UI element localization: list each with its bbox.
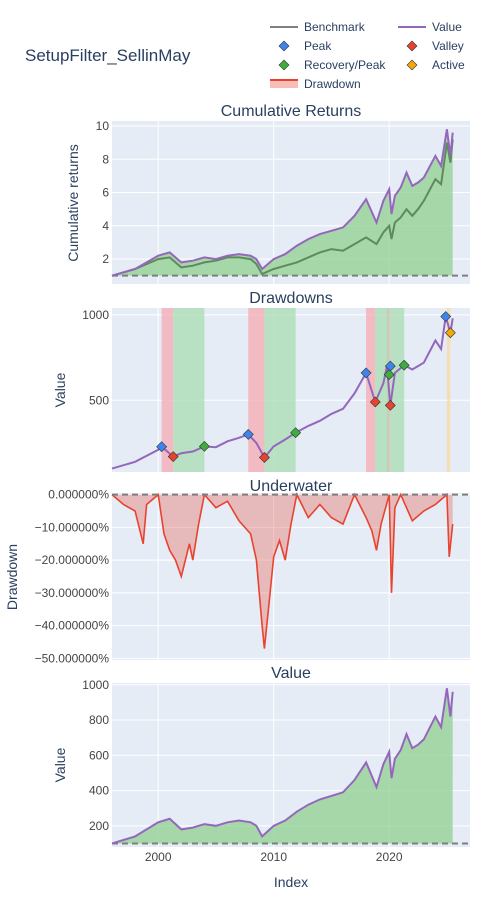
y-tick-label: 8 xyxy=(102,152,109,166)
legend-swatch-diamond xyxy=(278,59,290,71)
legend-swatch-diamond xyxy=(278,40,290,52)
chart-panels: 2 4 6 8 10 Cumulative Returns Cumulative retur… xyxy=(4,103,470,864)
y-axis-title: Cumulative returns xyxy=(65,144,81,262)
y-tick-label: 200 xyxy=(89,819,109,833)
y-tick-label: 4 xyxy=(102,219,109,233)
legend-label: Active xyxy=(432,58,465,72)
active-zone xyxy=(446,308,451,472)
y-axis-title: Drawdown xyxy=(4,544,20,610)
valley-marker xyxy=(167,451,179,463)
recovery-zone xyxy=(390,308,405,472)
drawdown-line xyxy=(111,492,454,649)
legend-swatch-diamond xyxy=(406,59,418,71)
legend-item-benchmark[interactable]: Benchmark xyxy=(270,20,366,34)
y-tick-label: −20.000000% xyxy=(35,553,110,567)
legend-item-peak[interactable]: Peak xyxy=(278,39,332,53)
drawdown-zone xyxy=(248,308,265,472)
y-tick-label: −50.000000% xyxy=(35,651,110,665)
peak-marker xyxy=(360,367,372,379)
peak-marker xyxy=(242,428,254,440)
legend-label: Value xyxy=(432,20,462,34)
legend-item-valley[interactable]: Valley xyxy=(406,39,464,53)
legend-label: Recovery/Peak xyxy=(304,58,386,72)
valley-marker xyxy=(259,452,270,463)
legend-label: Benchmark xyxy=(304,20,366,34)
value-line xyxy=(111,316,454,470)
y-tick-label: 600 xyxy=(89,748,109,762)
recovery-marker xyxy=(290,427,302,439)
y-tick-label: 6 xyxy=(102,186,109,200)
y-tick-label: −40.000000% xyxy=(35,619,110,633)
y-tick-label: 1000 xyxy=(82,308,109,322)
panel-cumulative-returns: 2 4 6 8 10 Cumulative Returns Cumulative retur… xyxy=(65,103,470,284)
legend-label: Valley xyxy=(432,39,464,53)
panel-title: Underwater xyxy=(250,478,333,495)
legend-item-active[interactable]: Active xyxy=(406,58,465,72)
x-tick-label: 2010 xyxy=(260,850,287,864)
y-tick-label: 400 xyxy=(89,784,109,798)
valley-marker xyxy=(369,396,381,408)
recovery-zone xyxy=(264,308,296,472)
legend-swatch-band xyxy=(270,80,298,88)
legend-swatch-diamond xyxy=(406,40,418,52)
recovery-marker xyxy=(383,369,395,381)
y-tick-label: 2 xyxy=(102,252,109,266)
recovery-zone xyxy=(173,308,205,472)
y-tick-label: 800 xyxy=(89,713,109,727)
x-tick-label: 2020 xyxy=(376,850,403,864)
positive-area xyxy=(112,688,453,844)
panel-value: 200 400 600 800 1000 Value Value xyxy=(52,665,470,847)
y-tick-label: −10.000000% xyxy=(35,520,110,534)
y-tick-label: 1000 xyxy=(82,678,109,692)
panel-title: Cumulative Returns xyxy=(221,103,362,120)
benchmark-line xyxy=(111,139,454,277)
peak-marker xyxy=(440,311,452,322)
active-marker xyxy=(444,327,456,339)
y-axis-title: Value xyxy=(52,372,68,407)
x-axis-title: Index xyxy=(274,874,308,890)
peak-marker xyxy=(156,441,168,453)
drawdown-zone xyxy=(161,308,174,472)
value-line xyxy=(111,688,454,845)
panel-underwater: 0.000000% −10.000000% −20.000000% −30.00000… xyxy=(4,478,470,665)
legend-item-recovery-peak[interactable]: Recovery/Peak xyxy=(278,58,386,72)
panel-title: Value xyxy=(271,665,311,682)
legend-label: Peak xyxy=(304,39,332,53)
legend-label: Drawdown xyxy=(304,77,361,91)
x-tick-label: 2000 xyxy=(145,850,172,864)
recovery-marker xyxy=(398,359,410,371)
value-line xyxy=(111,129,454,277)
chart-title: SetupFilter_SellinMay xyxy=(25,46,191,65)
y-tick-label: 10 xyxy=(96,119,110,133)
legend[interactable]: Benchmark Value Peak Valley Recovery/Peak Act… xyxy=(270,20,465,91)
panel-title: Drawdowns xyxy=(249,290,333,307)
legend-item-value[interactable]: Value xyxy=(398,20,462,34)
y-axis-title: Value xyxy=(52,747,68,782)
recovery-marker xyxy=(198,440,210,452)
valley-marker xyxy=(384,399,396,411)
recovery-zone xyxy=(375,308,390,472)
y-tick-label: 500 xyxy=(89,393,109,407)
y-tick-label: −30.000000% xyxy=(35,586,110,600)
panel-drawdowns: 500 1000 Drawdowns Value xyxy=(52,290,470,472)
y-tick-label: 0.000000% xyxy=(48,488,109,502)
legend-item-drawdown[interactable]: Drawdown xyxy=(270,77,361,91)
